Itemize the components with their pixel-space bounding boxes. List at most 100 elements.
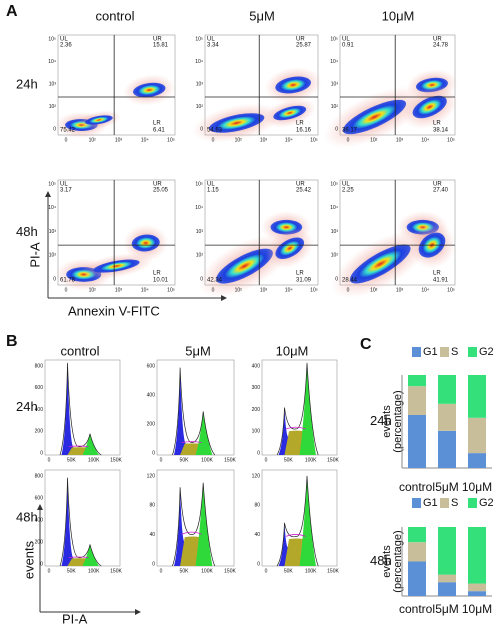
quadrant-value: 15.81 [153, 43, 169, 49]
g1-area [61, 362, 74, 455]
y-tick-label: 200 [35, 429, 44, 435]
axis-label: Annexin V-FITC [68, 303, 160, 318]
axis-label: events [21, 540, 36, 579]
x-tick-label: 150K [224, 568, 236, 574]
x-tick-label: 150K [327, 568, 339, 574]
legend-swatch [440, 498, 449, 508]
quadrant-name: UR [433, 182, 442, 188]
x-tick-label: 10² [370, 287, 378, 293]
y-tick-label: 600 [35, 385, 44, 391]
quadrant-name: LR [296, 121, 304, 127]
x-tick-label: 10² [89, 137, 97, 143]
x-tick-label: 10⁴ [421, 287, 429, 293]
g2-area [299, 364, 316, 455]
g1-area [61, 477, 74, 566]
y-tick-label: 0 [40, 561, 43, 567]
bar-segment [438, 582, 456, 596]
legend-label: G1 [423, 497, 438, 509]
y-tick-label: 200 [147, 421, 156, 427]
y-tick-label: 120 [252, 473, 261, 479]
model-outline [285, 534, 306, 537]
bar-segment [408, 414, 426, 468]
x-tick-label: 0 [65, 137, 68, 143]
g2-area [195, 484, 213, 566]
row-label: 48h [16, 224, 38, 239]
x-tick-label: 5μM [435, 480, 459, 494]
y-tick-label: 0 [53, 126, 56, 132]
axis-label: (percentage) [392, 390, 404, 452]
quadrant-name: LR [433, 271, 441, 277]
row-label: 24h [16, 76, 38, 91]
x-tick-label: 10² [235, 287, 243, 293]
y-tick-label: 10⁴ [330, 59, 338, 65]
y-tick-label: 10⁴ [48, 205, 56, 211]
g1-area [173, 367, 187, 455]
bar-segment [438, 574, 456, 583]
quadrant-name: UR [433, 37, 442, 43]
y-tick-label: 10² [331, 104, 339, 110]
quadrant-value: 25.42 [296, 188, 312, 194]
g2-area [82, 434, 99, 455]
x-tick-label: control [399, 480, 435, 494]
bar-segment [408, 542, 426, 562]
x-tick-label: 10³ [260, 287, 268, 293]
y-tick-label: 10⁵ [330, 181, 338, 187]
row-label: 24h [370, 413, 392, 428]
y-tick-label: 10³ [331, 229, 339, 235]
x-tick-label: 10⁵ [447, 137, 455, 143]
quadrant-value: 41.91 [433, 278, 449, 284]
plot-frame [44, 359, 121, 456]
legend-label: G1 [423, 346, 438, 358]
density-cloud [342, 99, 407, 135]
legend-swatch [440, 347, 449, 357]
y-tick-label: 10² [196, 253, 204, 259]
density-cloud [216, 248, 273, 284]
bar-segment [468, 591, 486, 596]
quadrant-value: 31.09 [296, 278, 312, 284]
quadrant-name: UL [207, 37, 215, 43]
y-tick-label: 100 [252, 429, 261, 435]
x-tick-label: 100K [305, 457, 317, 463]
y-tick-label: 0 [40, 450, 43, 456]
g1-area [173, 487, 187, 566]
x-tick-label: 0 [212, 137, 215, 143]
legend-swatch [412, 347, 421, 357]
axis-label: events [381, 545, 393, 578]
bar-segment [468, 583, 486, 592]
y-tick-label: 0 [257, 561, 260, 567]
y-tick-label: 10³ [331, 81, 339, 87]
y-tick-label: 10⁵ [48, 36, 56, 42]
quadrant-value: 3.17 [60, 188, 72, 194]
x-tick-label: 50K [284, 457, 294, 463]
legend-swatch [468, 498, 477, 508]
y-tick-label: 80 [149, 503, 155, 509]
x-tick-label: 10² [89, 287, 97, 293]
legend-label: S [451, 346, 458, 358]
x-tick-label: 50K [67, 568, 77, 574]
y-tick-label: 0 [335, 126, 338, 132]
legend-swatch [468, 347, 477, 357]
y-tick-label: 10³ [196, 229, 204, 235]
density-cloud [273, 105, 307, 121]
y-tick-label: 40 [149, 532, 155, 538]
quadrant-value: 36.17 [342, 128, 358, 134]
quadrant-name: LR [296, 271, 304, 277]
axis-label: PI-A [27, 242, 42, 268]
x-tick-label: 5μM [435, 602, 459, 616]
y-tick-label: 40 [254, 532, 260, 538]
model-outline [68, 556, 89, 558]
x-tick-label: 0 [265, 457, 268, 463]
y-tick-label: 80 [254, 503, 260, 509]
axis-label: (percentage) [392, 530, 404, 592]
x-tick-label: 0 [160, 457, 163, 463]
y-tick-label: 0 [152, 561, 155, 567]
quadrant-name: UL [342, 37, 350, 43]
row-label: 24h [16, 399, 38, 414]
y-tick-label: 10³ [196, 81, 204, 87]
y-tick-label: 10⁴ [195, 59, 203, 65]
g2-area [195, 412, 213, 455]
quadrant-value: 16.16 [296, 128, 312, 134]
quadrant-value: 25.05 [153, 188, 169, 194]
bar-segment [408, 561, 426, 596]
density-cloud [131, 234, 160, 252]
